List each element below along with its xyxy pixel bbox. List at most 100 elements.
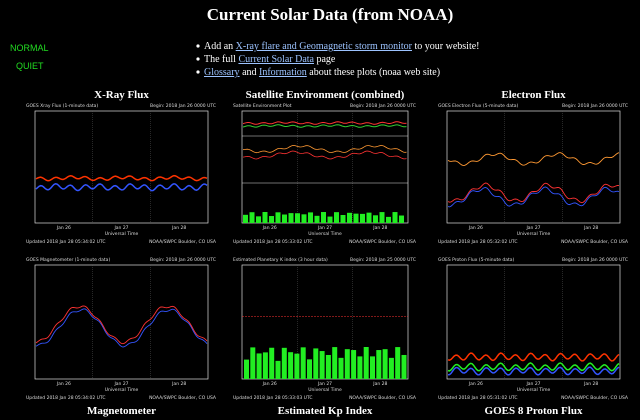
- curve: [242, 121, 407, 125]
- bar-graphic: [382, 349, 388, 379]
- bullet-text: Glossary and Information about these plo…: [204, 67, 440, 78]
- plot-footer: Updated 2018 Jan 28 05:32:02 UTC: [438, 239, 518, 245]
- curve: [447, 352, 620, 362]
- bar-graphic: [351, 350, 357, 379]
- bar-graphic: [262, 352, 268, 379]
- day-label: Jan 27: [113, 225, 128, 231]
- plot-header: GOES Magnetometer (1-minute data): [26, 257, 110, 263]
- bar-graphic: [376, 350, 382, 379]
- bar-graphic: [275, 360, 281, 379]
- bar-graphic: [319, 351, 325, 379]
- curve: [35, 305, 208, 345]
- plot-footer: Updated 2018 Jan 28 05:34:02 UTC: [26, 395, 106, 401]
- link[interactable]: X-ray flare and Geomagnetic storm monito…: [236, 41, 413, 52]
- bar-graphic: [357, 356, 363, 379]
- bar-graphic: [256, 216, 261, 223]
- plot-begin: Begin: 2018 Jan 25 0000 UTC: [350, 257, 416, 263]
- bar-graphic: [386, 216, 391, 223]
- x-axis-label: Universal Time: [105, 387, 139, 393]
- bar-graphic: [249, 212, 255, 223]
- bar-graphic: [379, 212, 385, 223]
- bar-graphic: [347, 212, 352, 223]
- plot-credit: NOAA/SWPC Boulder, CO USA: [561, 395, 629, 401]
- bar-graphic: [325, 354, 331, 379]
- panel-title: Electron Flux: [501, 89, 566, 101]
- bar-graphic: [281, 347, 287, 379]
- x-axis-label: Universal Time: [105, 231, 139, 237]
- bar-graphic: [344, 349, 350, 379]
- bullet-text: The full Current Solar Data page: [204, 54, 336, 65]
- bar-graphic: [401, 354, 407, 379]
- bar-graphic: [338, 357, 344, 379]
- bar-graphic: [373, 215, 378, 223]
- bar-graphic: [334, 212, 339, 223]
- bar-graphic: [395, 347, 401, 379]
- plot-frame: [34, 264, 209, 380]
- day-label: Jan 26: [56, 225, 71, 231]
- bar-graphic: [353, 213, 359, 223]
- bar-graphic: [360, 213, 365, 223]
- plot-credit: NOAA/SWPC Boulder, CO USA: [149, 395, 217, 401]
- x-axis-label: Universal Time: [517, 387, 551, 393]
- text: to your website!: [412, 41, 480, 52]
- bar-graphic: [363, 347, 369, 379]
- bar-graphic: [300, 347, 306, 379]
- bullet: [196, 57, 200, 61]
- bar-graphic: [269, 347, 275, 379]
- plot-footer: Updated 2018 Jan 28 05:33:02 UTC: [233, 239, 313, 245]
- day-label: Jan 27: [317, 381, 332, 387]
- x-axis-label: Universal Time: [517, 231, 551, 237]
- plot-begin: Begin: 2018 Jan 26 0000 UTC: [562, 257, 628, 263]
- plot-image: GOES Magnetometer (1-minute data) Begin: …: [26, 257, 217, 401]
- plot-image: GOES Electron Flux (5-minute data) Begin:…: [438, 103, 629, 245]
- bar-graphic: [282, 214, 287, 223]
- panel-title: Magnetometer: [87, 405, 156, 417]
- bar-graphic: [244, 359, 249, 379]
- panel-title: Satellite Environment (combined): [246, 89, 405, 101]
- day-label: Jan 26: [468, 225, 483, 231]
- plot-frame: [241, 264, 409, 380]
- plot-frame: [446, 110, 621, 224]
- plot-begin: Begin: 2018 Jan 26 0000 UTC: [150, 103, 216, 109]
- day-label: Jan 28: [583, 381, 598, 387]
- text: about these plots (noaa web site): [307, 67, 440, 78]
- bar-graphic: [399, 215, 404, 223]
- curve: [447, 362, 620, 372]
- plot-image: Estimated Planetary K index (3 hour data…: [233, 257, 417, 401]
- bar-graphic: [269, 216, 274, 223]
- link[interactable]: Glossary: [204, 67, 240, 78]
- plot-footer: Updated 2018 Jan 28 05:33:03 UTC: [233, 395, 313, 401]
- bullet-text: Add an X-ray flare and Geomagnetic storm…: [204, 41, 480, 52]
- day-label: Jan 27: [525, 381, 540, 387]
- bar-graphic: [366, 212, 372, 223]
- panel-title: GOES 8 Proton Flux: [485, 405, 583, 417]
- bar-graphic: [370, 356, 375, 379]
- x-axis-label: Universal Time: [308, 231, 342, 237]
- day-label: Jan 28: [583, 225, 598, 231]
- bar-graphic: [392, 212, 398, 223]
- bar-graphic: [313, 348, 319, 379]
- link-list: Add an X-ray flare and Geomagnetic storm…: [196, 41, 480, 78]
- text: page: [314, 54, 336, 65]
- day-label: Jan 28: [372, 225, 387, 231]
- plot-header: GOES Electron Flux (5-minute data): [438, 103, 519, 109]
- day-label: Jan 27: [317, 225, 332, 231]
- plot-footer: Updated 2018 Jan 28 05:34:02 UTC: [26, 239, 106, 245]
- curve: [35, 183, 208, 192]
- curve: [242, 150, 407, 160]
- bar-graphic: [275, 212, 281, 223]
- plot-header: Satellite Environment Plot: [233, 103, 292, 109]
- bar-graphic: [314, 215, 320, 223]
- bar-graphic: [262, 212, 268, 223]
- link[interactable]: Current Solar Data: [238, 54, 314, 65]
- plot-frame: [34, 110, 209, 224]
- day-label: Jan 26: [262, 225, 277, 231]
- plot-credit: NOAA/SWPC Boulder, CO USA: [149, 239, 217, 245]
- plot-header: GOES Xray Flux (1-minute data): [26, 103, 98, 109]
- bar-graphic: [340, 215, 346, 223]
- bar-graphic: [388, 357, 394, 379]
- link[interactable]: Information: [259, 67, 307, 78]
- text: Add an: [204, 41, 236, 52]
